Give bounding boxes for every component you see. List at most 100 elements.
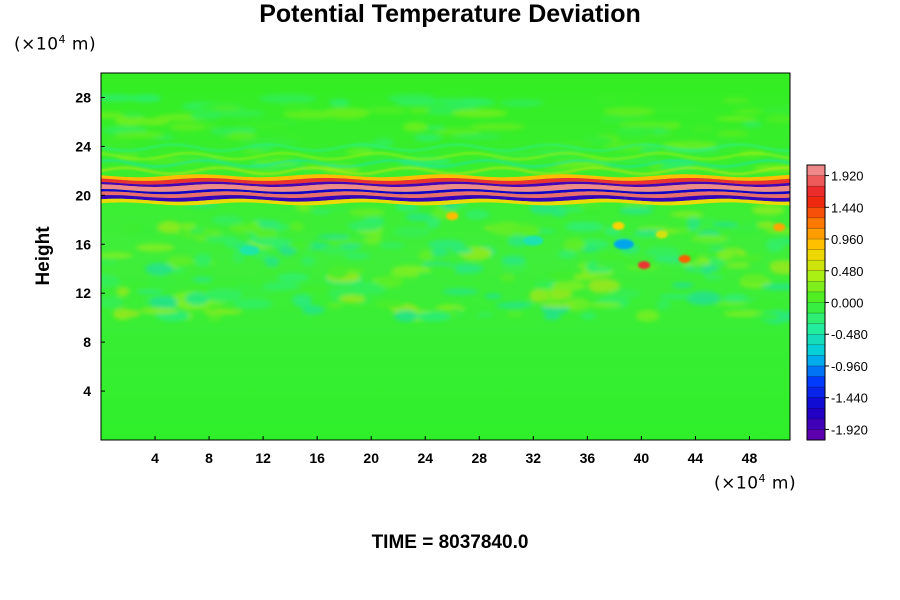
- texture-patch: [229, 223, 256, 234]
- texture-patch: [258, 94, 317, 104]
- colorbar-bin: [807, 323, 825, 335]
- texture-patch: [421, 125, 446, 130]
- y-tick-label: 16: [75, 236, 91, 252]
- texture-patch: [442, 288, 479, 295]
- colorbar-bin: [807, 281, 825, 293]
- texture-patch: [101, 94, 141, 102]
- colorbar-tick-label: 0.480: [831, 264, 864, 279]
- texture-patch: [484, 293, 502, 299]
- texture-patch: [317, 234, 354, 239]
- texture-patch: [191, 276, 213, 282]
- texture-patch: [408, 107, 431, 114]
- band-row: [101, 178, 790, 185]
- texture-patch: [213, 106, 240, 111]
- texture-patch: [563, 237, 586, 252]
- texture-patch: [601, 117, 627, 124]
- chart-title: Potential Temperature Deviation: [259, 0, 641, 28]
- texture-patch: [671, 282, 694, 288]
- texture-patch: [114, 131, 165, 139]
- x-tick-label: 4: [151, 450, 159, 466]
- x-axis-unit: (×104 m): [714, 472, 796, 494]
- texture-patch: [394, 99, 440, 106]
- colorbar-bin: [807, 186, 825, 198]
- texture-patch: [587, 302, 622, 308]
- texture-patch: [598, 252, 628, 261]
- colorbar-bin: [807, 418, 825, 430]
- texture-patch: [194, 253, 212, 267]
- texture-patch: [540, 303, 577, 308]
- warm-blob: [446, 212, 459, 221]
- texture-patch: [450, 246, 473, 254]
- texture-patch: [752, 313, 780, 321]
- texture-patch: [348, 208, 386, 217]
- texture-patch: [289, 222, 305, 232]
- texture-patch: [322, 107, 372, 117]
- texture-patch: [328, 98, 350, 108]
- texture-patch: [580, 312, 596, 320]
- texture-patch: [723, 310, 763, 317]
- texture-patch: [105, 136, 132, 147]
- texture-patch: [264, 256, 280, 267]
- y-tick-label: 8: [83, 334, 91, 350]
- texture-patch: [661, 160, 695, 170]
- texture-patch: [620, 259, 636, 266]
- texture-patch: [549, 287, 573, 300]
- texture-patch: [427, 239, 466, 249]
- colorbar-bin: [807, 217, 825, 229]
- warm-blob: [773, 223, 786, 232]
- texture-patch: [692, 125, 714, 133]
- wave-stripe: [101, 143, 790, 152]
- texture-patch: [190, 111, 214, 120]
- texture-patch: [276, 273, 310, 283]
- texture-patch: [204, 288, 243, 303]
- texture-patch: [511, 224, 540, 238]
- x-tick-label: 20: [363, 450, 379, 466]
- texture-patch: [402, 122, 428, 132]
- colorbar-tick-label: 0.960: [831, 232, 864, 247]
- texture-patch: [712, 221, 738, 228]
- texture-patch: [529, 202, 560, 215]
- texture-patch: [349, 281, 388, 296]
- texture-patch: [346, 222, 384, 229]
- texture-patch: [731, 225, 759, 233]
- texture-patch: [258, 219, 280, 229]
- texture-patch: [254, 158, 297, 165]
- x-axis-ticks: 4 8 12 16 20 24 28 32 36 40 44 48: [151, 436, 757, 466]
- texture-patch: [685, 291, 722, 306]
- x-tick-label: 44: [688, 450, 704, 466]
- texture-patch: [451, 109, 508, 118]
- texture-patch: [415, 311, 451, 322]
- texture-patch: [122, 112, 144, 118]
- texture-patch: [529, 289, 548, 303]
- texture-patch: [235, 283, 256, 295]
- texture-patch: [211, 215, 244, 225]
- colorbar-bin: [807, 228, 825, 240]
- texture-patch: [640, 145, 661, 154]
- cool-blob: [239, 245, 260, 256]
- texture-patch: [372, 137, 395, 148]
- y-unit-suffix: m): [66, 34, 97, 55]
- texture-patch: [651, 105, 707, 113]
- texture-patch: [177, 223, 197, 228]
- texture-patch: [603, 107, 656, 116]
- colorbar-tick-label: -1.440: [831, 391, 868, 406]
- texture-patch: [353, 305, 373, 310]
- texture-patch: [618, 207, 654, 215]
- texture-patch: [374, 300, 405, 309]
- texture-patch: [745, 298, 783, 313]
- band-row: [101, 195, 790, 202]
- texture-patch: [291, 294, 313, 305]
- texture-patch: [615, 126, 656, 137]
- texture-patch: [761, 106, 790, 114]
- warm-blob: [638, 261, 651, 270]
- texture-patch: [469, 123, 525, 130]
- x-tick-label: 16: [309, 450, 325, 466]
- texture-patch: [138, 308, 178, 314]
- colorbar-tick-label: 1.440: [831, 200, 864, 215]
- texture-patch: [413, 134, 442, 142]
- texture-patch: [273, 154, 294, 160]
- texture-patch: [240, 137, 299, 147]
- warm-blobs: [239, 212, 786, 270]
- colorbar-bin: [807, 196, 825, 208]
- texture-patch: [543, 313, 561, 321]
